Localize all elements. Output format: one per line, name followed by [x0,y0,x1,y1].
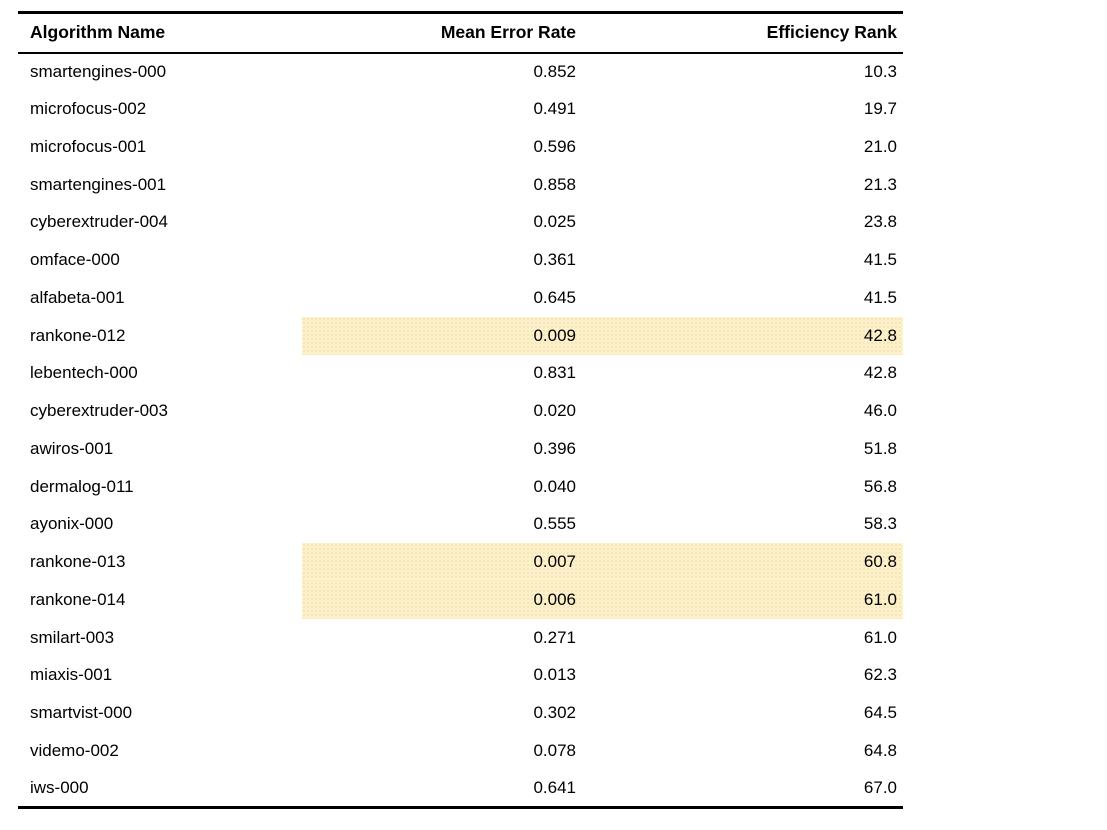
table-row: smartengines-001 0.858 21.3 [18,166,903,204]
algorithm-name-cell: awiros-001 [30,438,114,458]
algorithm-name-cell: rankone-014 [30,589,126,609]
efficiency-rank-cell: 61.0 [594,581,903,619]
mean-error-rate-cell: 0.025 [533,212,576,232]
table-row: miaxis-001 0.013 62.3 [18,657,903,695]
algorithm-name-cell: videmo-002 [30,740,119,760]
efficiency-rank-cell: 42.8 [594,316,903,355]
efficiency-rank-cell: 21.0 [863,136,897,156]
efficiency-rank-cell: 42.8 [863,363,897,383]
column-header-efficiency-rank: Efficiency Rank [594,12,903,54]
mean-error-rate-cell: 0.858 [533,174,576,194]
mean-error-rate-cell: 0.645 [533,287,576,307]
table-row: microfocus-001 0.596 21.0 [18,128,903,166]
mean-error-rate-cell: 0.009 [302,316,594,355]
algorithm-name-cell: smilart-003 [30,627,115,647]
efficiency-rank-cell: 21.3 [863,174,897,194]
table-row: omface-000 0.361 41.5 [18,241,903,279]
algorithm-name-cell: dermalog-011 [30,476,134,496]
efficiency-rank-cell: 67.0 [863,777,897,797]
efficiency-rank-cell: 58.3 [863,514,897,534]
efficiency-rank-cell: 56.8 [863,476,897,496]
algorithm-name-cell: rankone-013 [30,552,126,572]
table-row: iws-000 0.641 67.0 [18,770,903,808]
mean-error-rate-cell: 0.078 [533,740,576,760]
efficiency-rank-cell: 41.5 [863,287,897,307]
header-row: Algorithm Name Mean Error Rate Efficienc… [18,12,903,54]
mean-error-rate-cell: 0.040 [533,476,576,496]
efficiency-rank-cell: 64.8 [863,740,897,760]
efficiency-rank-cell: 62.3 [863,665,897,685]
efficiency-rank-cell: 64.5 [863,703,897,723]
algorithm-name-cell: microfocus-002 [30,99,147,119]
table-row: cyberextruder-004 0.025 23.8 [18,204,903,242]
table-row: smilart-003 0.271 61.0 [18,619,903,657]
table-row: videmo-002 0.078 64.8 [18,732,903,770]
algorithm-comparison-table: Algorithm Name Mean Error Rate Efficienc… [18,11,903,809]
efficiency-rank-cell: 61.0 [863,627,897,647]
table-row: smartengines-000 0.852 10.3 [18,53,903,91]
algorithm-name-cell: smartvist-000 [30,703,133,723]
mean-error-rate-cell: 0.271 [533,627,576,647]
mean-error-rate-cell: 0.831 [533,363,576,383]
mean-error-rate-cell: 0.396 [533,438,576,458]
algorithm-name-cell: cyberextruder-004 [30,212,168,232]
table-row: awiros-001 0.396 51.8 [18,430,903,468]
algorithm-name-cell: ayonix-000 [30,514,114,534]
mean-error-rate-cell: 0.555 [533,514,576,534]
mean-error-rate-cell: 0.852 [533,61,576,81]
mean-error-rate-cell: 0.006 [302,581,594,619]
table-row: alfabeta-001 0.645 41.5 [18,279,903,317]
efficiency-rank-cell: 19.7 [863,99,897,119]
mean-error-rate-cell: 0.007 [302,543,594,581]
mean-error-rate-cell: 0.596 [533,136,576,156]
efficiency-rank-cell: 10.3 [863,61,897,81]
table-header: Algorithm Name Mean Error Rate Efficienc… [18,12,903,54]
table-row: cyberextruder-003 0.020 46.0 [18,392,903,430]
algorithm-name-cell: miaxis-001 [30,665,113,685]
table-row: rankone-014 0.006 61.0 [18,581,903,619]
mean-error-rate-cell: 0.491 [533,99,576,119]
efficiency-rank-cell: 23.8 [863,212,897,232]
column-header-mean-error-rate: Mean Error Rate [302,12,594,54]
algorithm-name-cell: lebentech-000 [30,363,138,383]
mean-error-rate-cell: 0.020 [533,401,576,421]
efficiency-rank-cell: 60.8 [594,543,903,581]
table-body: smartengines-000 0.852 10.3 microfocus-002 0… [18,53,903,808]
table-container: Algorithm Name Mean Error Rate Efficienc… [18,11,903,809]
column-header-algorithm-name: Algorithm Name [18,12,302,54]
algorithm-name-cell: microfocus-001 [30,136,147,156]
mean-error-rate-cell: 0.641 [533,777,576,797]
table-row: dermalog-011 0.040 56.8 [18,468,903,506]
table-row: smartvist-000 0.302 64.5 [18,694,903,732]
efficiency-rank-cell: 41.5 [863,250,897,270]
algorithm-name-cell: alfabeta-001 [30,287,125,307]
table-row: ayonix-000 0.555 58.3 [18,506,903,544]
mean-error-rate-cell: 0.361 [533,250,576,270]
algorithm-name-cell: iws-000 [30,777,89,797]
table-row: rankone-012 0.009 42.8 [18,316,903,355]
efficiency-rank-cell: 46.0 [863,401,897,421]
algorithm-name-cell: omface-000 [30,250,120,270]
efficiency-rank-cell: 51.8 [863,438,897,458]
algorithm-name-cell: smartengines-001 [30,174,167,194]
table-row: rankone-013 0.007 60.8 [18,543,903,581]
table-row: microfocus-002 0.491 19.7 [18,90,903,128]
algorithm-name-cell: smartengines-000 [30,61,167,81]
mean-error-rate-cell: 0.013 [533,665,576,685]
table-row: lebentech-000 0.831 42.8 [18,355,903,393]
algorithm-name-cell: rankone-012 [30,325,126,345]
mean-error-rate-cell: 0.302 [533,703,576,723]
algorithm-name-cell: cyberextruder-003 [30,401,168,421]
